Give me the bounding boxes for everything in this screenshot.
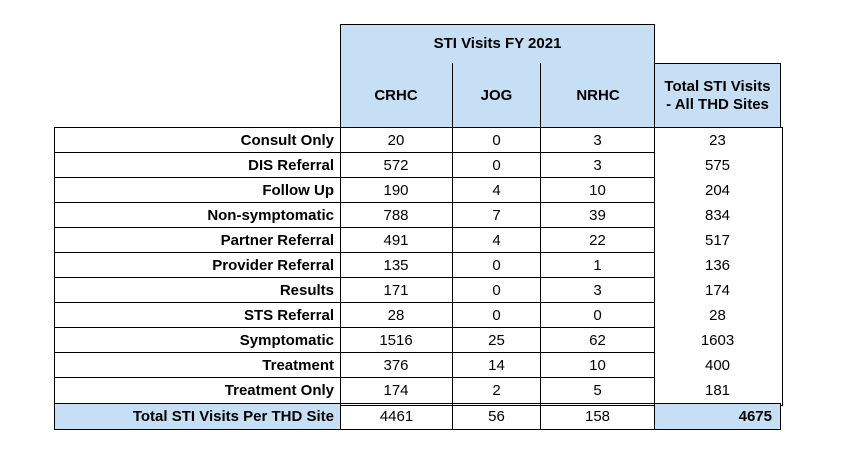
table-cell: 3: [593, 282, 602, 299]
row-divider: [54, 377, 655, 378]
footer-label: Total STI Visits Per THD Site: [54, 403, 341, 430]
table-cell: 22: [589, 232, 606, 249]
footer-grand-total: 4675: [654, 403, 781, 430]
table-cell: 0: [492, 307, 501, 324]
row-label: Treatment Only: [224, 382, 334, 399]
table-cell: 174: [383, 382, 409, 399]
table-cell: 4: [492, 182, 501, 199]
row-total: 23: [709, 132, 726, 149]
row-divider: [54, 177, 655, 178]
table-cell: 10: [589, 357, 606, 374]
table-cell: 135: [383, 257, 409, 274]
table-cell: 1516: [379, 332, 413, 349]
table-cell: 39: [589, 207, 606, 224]
row-total: 517: [704, 232, 731, 249]
column-divider: [540, 127, 541, 404]
row-label: Treatment: [262, 357, 334, 374]
table-cell: 4: [492, 232, 501, 249]
table-cell: 1: [593, 257, 602, 274]
row-total: 834: [704, 207, 731, 224]
table-cell: 171: [383, 282, 409, 299]
row-label: Provider Referral: [212, 257, 334, 274]
row-label: Follow Up: [262, 182, 334, 199]
row-label: DIS Referral: [248, 157, 334, 174]
table-cell: 376: [383, 357, 409, 374]
table-cell: 28: [387, 307, 405, 324]
column-header-band: [340, 63, 655, 128]
column-header-jog: JOG: [480, 87, 513, 105]
column-divider: [540, 63, 541, 128]
table-cell: 572: [383, 157, 409, 174]
row-divider: [54, 252, 655, 253]
row-divider: [54, 277, 655, 278]
table-cell: 0: [492, 157, 501, 174]
column-divider: [340, 127, 341, 404]
row-total: 204: [704, 182, 731, 199]
table-cell: 0: [492, 257, 501, 274]
row-divider: [54, 152, 655, 153]
table-cell: 10: [589, 182, 606, 199]
footer-value-nrhc: 158: [540, 403, 655, 430]
table-cell: 190: [383, 182, 409, 199]
row-divider: [54, 202, 655, 203]
row-total: 28: [709, 307, 726, 324]
row-total: 1603: [700, 332, 735, 349]
row-label: Symptomatic: [239, 332, 334, 349]
row-label: Partner Referral: [220, 232, 334, 249]
table-cell: 7: [492, 207, 501, 224]
row-label: Non-symptomatic: [207, 207, 334, 224]
table-cell: 0: [492, 132, 501, 149]
table-cell: 2: [492, 382, 501, 399]
row-divider: [54, 327, 655, 328]
table-cell: 3: [593, 157, 602, 174]
footer-value-crhc: 4461: [340, 403, 453, 430]
row-total: 136: [704, 257, 731, 274]
row-total: 575: [704, 157, 731, 174]
table-cell: 0: [492, 282, 501, 299]
column-divider: [452, 63, 453, 128]
row-total: 174: [704, 282, 731, 299]
table-cell: 3: [593, 132, 602, 149]
table-cell: 20: [387, 132, 405, 149]
column-header-total: Total STI Visits - All THD Sites: [654, 63, 781, 128]
table-cell: 62: [589, 332, 606, 349]
row-total: 400: [704, 357, 731, 374]
column-divider: [452, 127, 453, 404]
row-label: Results: [279, 282, 334, 299]
row-label: Consult Only: [240, 132, 334, 149]
column-divider: [654, 127, 655, 404]
table-cell: 0: [593, 307, 602, 324]
table-body: [54, 127, 783, 406]
row-label: STS Referral: [243, 307, 334, 324]
row-divider: [54, 302, 655, 303]
row-total: 181: [704, 382, 731, 399]
table-cell: 788: [383, 207, 409, 224]
row-divider: [54, 227, 655, 228]
table-cell: 25: [488, 332, 505, 349]
column-header-nrhc: NRHC: [576, 87, 620, 105]
table-cell: 5: [593, 382, 602, 399]
table-cell: 491: [383, 232, 409, 249]
table-cell: 14: [488, 357, 505, 374]
column-header-crhc: CRHC: [374, 87, 418, 105]
table-title: STI Visits FY 2021: [340, 24, 655, 64]
row-divider: [54, 352, 655, 353]
footer-value-jog: 56: [452, 403, 541, 430]
